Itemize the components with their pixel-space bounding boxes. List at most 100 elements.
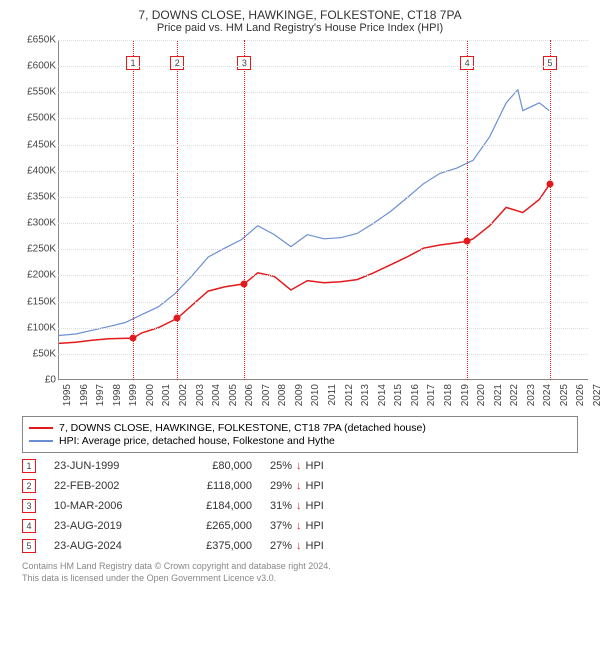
events-table: 1 23-JUN-1999 £80,000 25% ↓ HPI 2 22-FEB-2002 £1… — [22, 459, 578, 553]
y-gridline — [58, 223, 588, 224]
y-gridline — [58, 145, 588, 146]
event-row: 1 23-JUN-1999 £80,000 25% ↓ HPI — [22, 459, 578, 473]
y-tick-label: £100K — [18, 322, 56, 333]
y-tick-label: £300K — [18, 218, 56, 229]
legend-swatch — [29, 427, 53, 429]
event-suffix: HPI — [306, 480, 324, 492]
footer-attribution: Contains HM Land Registry data © Crown c… — [22, 561, 578, 584]
event-date: 10-MAR-2006 — [54, 500, 154, 512]
y-tick-label: £550K — [18, 87, 56, 98]
event-row: 2 22-FEB-2002 £118,000 29% ↓ HPI — [22, 479, 578, 493]
y-tick-label: £150K — [18, 296, 56, 307]
event-delta: 29% ↓ HPI — [270, 480, 324, 492]
legend-item: 7, DOWNS CLOSE, HAWKINGE, FOLKESTONE, CT… — [29, 422, 571, 434]
event-marker-box: 5 — [543, 56, 557, 70]
event-number-box: 5 — [22, 539, 36, 553]
series-marker-dot — [546, 180, 553, 187]
event-marker-box: 4 — [460, 56, 474, 70]
event-number-box: 4 — [22, 519, 36, 533]
x-tick-label: 2027 — [592, 384, 600, 406]
arrow-down-icon: ↓ — [296, 480, 302, 492]
footer-line2: This data is licensed under the Open Gov… — [22, 573, 578, 585]
y-tick-label: £0 — [18, 375, 56, 386]
event-pct: 31% — [270, 500, 292, 512]
legend-label: HPI: Average price, detached house, Folk… — [59, 435, 335, 447]
event-marker-line — [550, 40, 551, 380]
y-tick-label: £250K — [18, 244, 56, 255]
arrow-down-icon: ↓ — [296, 500, 302, 512]
y-gridline — [58, 275, 588, 276]
y-tick-label: £50K — [18, 348, 56, 359]
y-tick-label: £450K — [18, 139, 56, 150]
event-number-box: 2 — [22, 479, 36, 493]
event-marker-line — [467, 40, 468, 380]
event-suffix: HPI — [306, 460, 324, 472]
y-tick-label: £650K — [18, 35, 56, 46]
chart-title: 7, DOWNS CLOSE, HAWKINGE, FOLKESTONE, CT… — [8, 8, 592, 22]
legend-label: 7, DOWNS CLOSE, HAWKINGE, FOLKESTONE, CT… — [59, 422, 426, 434]
event-marker-line — [244, 40, 245, 380]
event-price: £118,000 — [172, 480, 252, 492]
legend-item: HPI: Average price, detached house, Folk… — [29, 435, 571, 447]
y-gridline — [58, 40, 588, 41]
y-gridline — [58, 66, 588, 67]
y-tick-label: £350K — [18, 191, 56, 202]
plot-region: 1 2 3 4 5 — [58, 40, 588, 380]
event-marker-box: 3 — [237, 56, 251, 70]
y-gridline — [58, 118, 588, 119]
event-pct: 25% — [270, 460, 292, 472]
line-svg — [59, 40, 589, 380]
event-date: 23-AUG-2019 — [54, 520, 154, 532]
chart-container: 7, DOWNS CLOSE, HAWKINGE, FOLKESTONE, CT… — [0, 0, 600, 650]
series-marker-dot — [241, 280, 248, 287]
series-marker-dot — [464, 238, 471, 245]
series-marker-dot — [130, 335, 137, 342]
arrow-down-icon: ↓ — [296, 540, 302, 552]
event-pct: 37% — [270, 520, 292, 532]
event-row: 4 23-AUG-2019 £265,000 37% ↓ HPI — [22, 519, 578, 533]
chart-area: 1 2 3 4 5 £0 £50K £100K £150K £200K £250K £300K £35… — [18, 40, 588, 410]
event-marker-line — [133, 40, 134, 380]
footer-line1: Contains HM Land Registry data © Crown c… — [22, 561, 578, 573]
event-date: 22-FEB-2002 — [54, 480, 154, 492]
event-price: £80,000 — [172, 460, 252, 472]
event-suffix: HPI — [306, 520, 324, 532]
arrow-down-icon: ↓ — [296, 460, 302, 472]
event-suffix: HPI — [306, 540, 324, 552]
event-suffix: HPI — [306, 500, 324, 512]
event-date: 23-JUN-1999 — [54, 460, 154, 472]
y-gridline — [58, 171, 588, 172]
y-tick-label: £200K — [18, 270, 56, 281]
event-row: 5 23-AUG-2024 £375,000 27% ↓ HPI — [22, 539, 578, 553]
y-gridline — [58, 92, 588, 93]
y-gridline — [58, 354, 588, 355]
event-delta: 31% ↓ HPI — [270, 500, 324, 512]
y-gridline — [58, 302, 588, 303]
y-gridline — [58, 197, 588, 198]
event-row: 3 10-MAR-2006 £184,000 31% ↓ HPI — [22, 499, 578, 513]
y-tick-label: £500K — [18, 113, 56, 124]
y-tick-label: £400K — [18, 165, 56, 176]
y-gridline — [58, 328, 588, 329]
event-marker-line — [177, 40, 178, 380]
event-marker-box: 1 — [126, 56, 140, 70]
event-delta: 25% ↓ HPI — [270, 460, 324, 472]
event-marker-box: 2 — [170, 56, 184, 70]
series-marker-dot — [174, 315, 181, 322]
y-gridline — [58, 249, 588, 250]
event-number-box: 1 — [22, 459, 36, 473]
event-price: £375,000 — [172, 540, 252, 552]
event-price: £184,000 — [172, 500, 252, 512]
event-price: £265,000 — [172, 520, 252, 532]
y-tick-label: £600K — [18, 61, 56, 72]
event-number-box: 3 — [22, 499, 36, 513]
chart-subtitle: Price paid vs. HM Land Registry's House … — [8, 22, 592, 34]
legend-swatch — [29, 440, 53, 442]
legend: 7, DOWNS CLOSE, HAWKINGE, FOLKESTONE, CT… — [22, 416, 578, 453]
arrow-down-icon: ↓ — [296, 520, 302, 532]
event-delta: 27% ↓ HPI — [270, 540, 324, 552]
event-date: 23-AUG-2024 — [54, 540, 154, 552]
event-pct: 27% — [270, 540, 292, 552]
event-pct: 29% — [270, 480, 292, 492]
event-delta: 37% ↓ HPI — [270, 520, 324, 532]
